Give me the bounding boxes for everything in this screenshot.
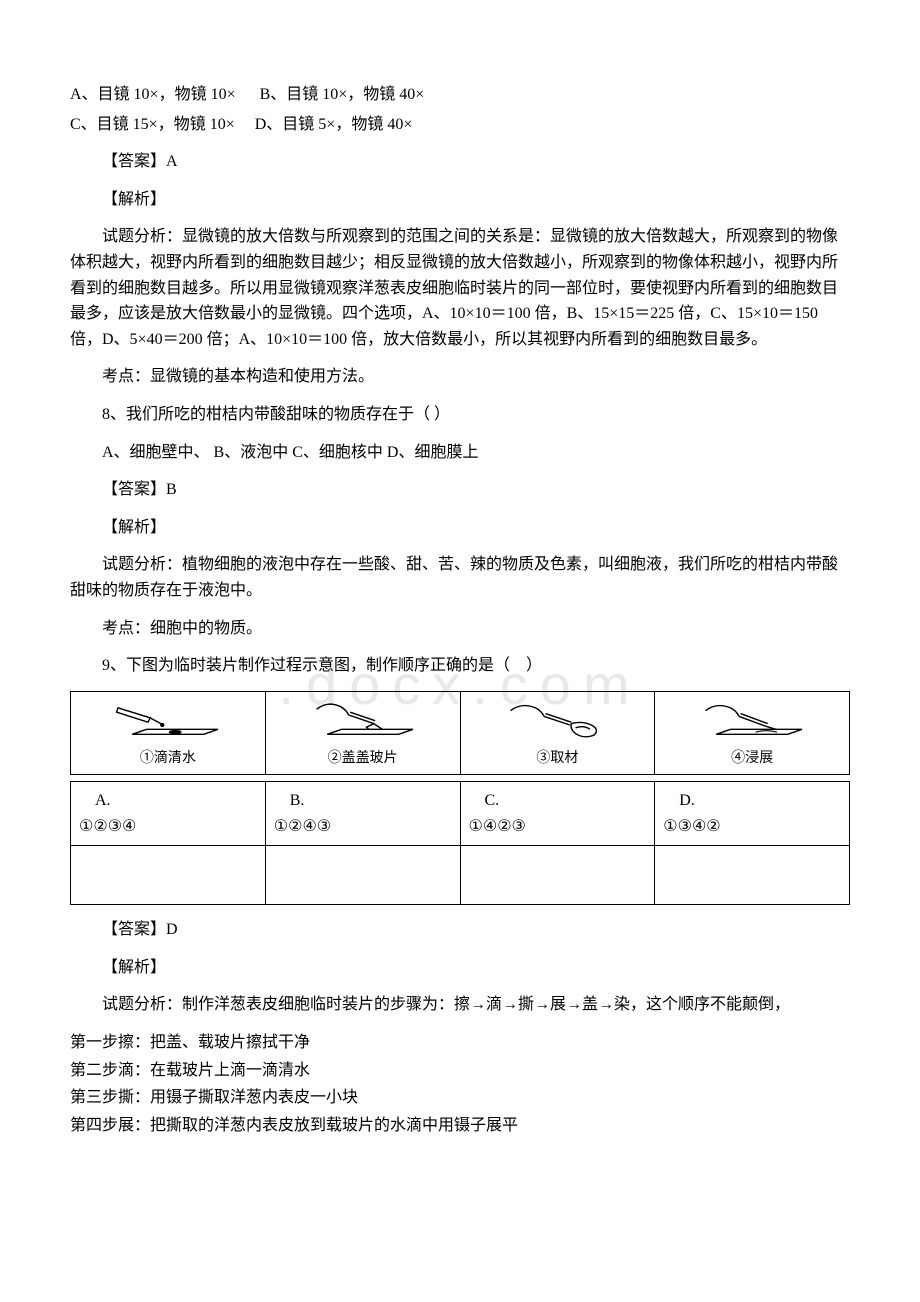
q9-option-d-head: D. xyxy=(679,792,695,809)
q9-empty-cell xyxy=(265,846,460,905)
q9-options-table: A. ①②③④ B. ①②④③ C. ①④②③ D. ①③④② xyxy=(70,781,850,905)
q8-explain-label: 【解析】 xyxy=(70,515,850,541)
q9-empty-cell xyxy=(71,846,266,905)
q9-explain-label: 【解析】 xyxy=(70,955,850,981)
q8-topic: 考点：细胞中的物质。 xyxy=(70,616,850,642)
q9-option-a-head: A. xyxy=(95,792,111,809)
q7-choice-line1: A、目镜 10×，物镜 10× B、目镜 10×，物镜 40× xyxy=(70,82,850,108)
q9-figure-label-3: ③取材 xyxy=(536,748,578,770)
q9-option-d-body: ①③④② xyxy=(663,818,720,835)
q7-choice-b: B、目镜 10×，物镜 40× xyxy=(260,86,425,103)
q7-topic: 考点：显微镜的基本构造和使用方法。 xyxy=(70,364,850,390)
q9-figure-label-1: ①滴清水 xyxy=(140,748,196,770)
q9-sketch-2 xyxy=(270,694,456,746)
q7-explain-label: 【解析】 xyxy=(70,187,850,213)
q9-figure-cell-2: ②盖盖玻片 xyxy=(266,692,461,774)
q9-option-c-head: C. xyxy=(485,792,500,809)
q9-figure-cell-1: ①滴清水 xyxy=(71,692,266,774)
q7-choice-a: A、目镜 10×，物镜 10× xyxy=(70,86,236,103)
q7-explain: 试题分析：显微镜的放大倍数与所观察到的范围之间的关系是：显微镜的放大倍数越大，所… xyxy=(70,224,850,352)
q7-choice-line2: C、目镜 15×，物镜 10× D、目镜 5×，物镜 40× xyxy=(70,112,850,138)
q9-option-d: D. ①③④② xyxy=(655,782,850,846)
q9-sketch-3 xyxy=(465,694,651,746)
q9-option-b: B. ①②④③ xyxy=(265,782,460,846)
q9-step4: 第四步展：把撕取的洋葱内表皮放到载玻片的水滴中用镊子展平 xyxy=(70,1113,850,1139)
q9-option-b-head: B. xyxy=(290,792,305,809)
q9-sketch-1 xyxy=(75,694,261,746)
q9-option-c-body: ①④②③ xyxy=(469,818,526,835)
q9-figure-label-2: ②盖盖玻片 xyxy=(328,748,398,770)
q9-option-b-body: ①②④③ xyxy=(274,818,331,835)
q9-figure-label-4: ④浸展 xyxy=(731,748,773,770)
q9-empty-cell xyxy=(460,846,655,905)
q7-choice-d: D、目镜 5×，物镜 40× xyxy=(255,116,413,133)
q8-answer: 【答案】B xyxy=(70,477,850,503)
q9-option-a: A. ①②③④ xyxy=(71,782,266,846)
q7-answer: 【答案】A xyxy=(70,149,850,175)
q8-choices: A、细胞壁中、 B、液泡中 C、细胞核中 D、细胞膜上 xyxy=(70,440,850,466)
q9-figure-cell-4: ④浸展 xyxy=(655,692,849,774)
q8-stem: 8、我们所吃的柑桔内带酸甜味的物质存在于（ ） xyxy=(70,402,850,428)
q9-option-c: C. ①④②③ xyxy=(460,782,655,846)
q9-explain: 试题分析：制作洋葱表皮细胞临时装片的步骤为：擦→滴→撕→展→盖→染，这个顺序不能… xyxy=(70,992,850,1018)
q9-stem: 9、下图为临时装片制作过程示意图，制作顺序正确的是（ ） xyxy=(70,653,850,679)
q9-sketch-4 xyxy=(659,694,845,746)
q9-empty-cell xyxy=(655,846,850,905)
q9-answer: 【答案】D xyxy=(70,917,850,943)
q7-choice-c: C、目镜 15×，物镜 10× xyxy=(70,116,235,133)
q9-step3: 第三步撕：用镊子撕取洋葱内表皮一小块 xyxy=(70,1085,850,1111)
q9-figure-cell-3: ③取材 xyxy=(461,692,656,774)
q8-explain: 试题分析：植物细胞的液泡中存在一些酸、甜、苦、辣的物质及色素，叫细胞液，我们所吃… xyxy=(70,552,850,603)
q9-step1: 第一步擦：把盖、载玻片擦拭干净 xyxy=(70,1030,850,1056)
q9-option-a-body: ①②③④ xyxy=(79,818,136,835)
q9-step2: 第二步滴：在载玻片上滴一滴清水 xyxy=(70,1058,850,1084)
q9-figure-row: ①滴清水 ②盖盖玻片 xyxy=(70,691,850,775)
page-content: A、目镜 10×，物镜 10× B、目镜 10×，物镜 40× C、目镜 15×… xyxy=(70,82,850,1138)
